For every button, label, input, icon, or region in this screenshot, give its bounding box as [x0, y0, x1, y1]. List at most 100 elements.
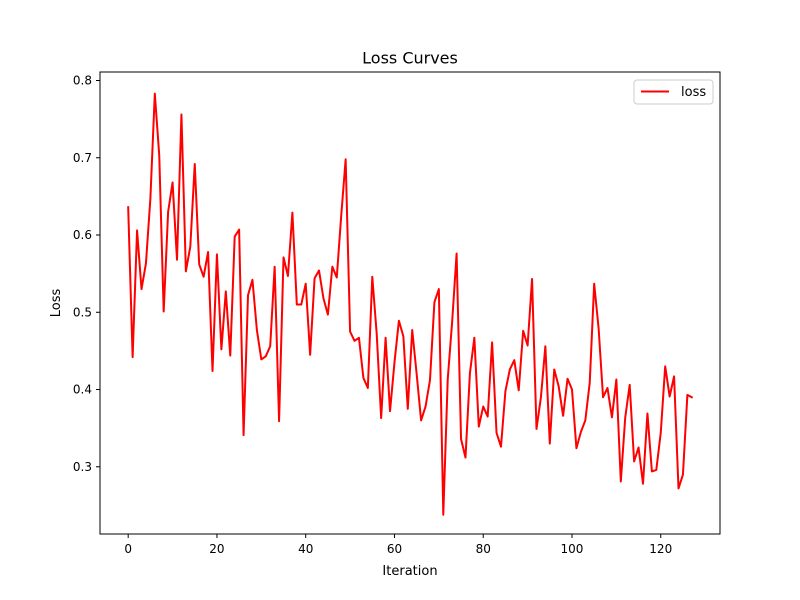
- y-tick-label: 0.4: [73, 383, 92, 397]
- loss-point: [180, 113, 183, 116]
- loss-point: [274, 266, 276, 268]
- legend-label-loss: loss: [681, 85, 706, 100]
- loss-point: [540, 396, 542, 398]
- loss-point: [238, 229, 240, 231]
- x-tick-label: 60: [387, 542, 402, 556]
- loss-point: [194, 163, 196, 165]
- x-tick-label: 80: [476, 542, 491, 556]
- loss-point: [225, 290, 227, 293]
- loss-point: [411, 329, 413, 331]
- loss-point: [433, 301, 436, 303]
- loss-point: [345, 158, 347, 160]
- loss-point: [602, 396, 604, 398]
- loss-point: [509, 368, 511, 371]
- loss-point: [127, 206, 129, 208]
- loss-point: [132, 356, 134, 358]
- loss-point: [318, 269, 320, 272]
- loss-point: [362, 377, 364, 379]
- loss-point: [278, 420, 280, 422]
- y-axis-label: Loss: [49, 289, 64, 318]
- loss-point: [646, 412, 649, 415]
- loss-point: [686, 394, 688, 396]
- y-tick-label: 0.5: [73, 305, 92, 319]
- loss-point: [504, 390, 507, 392]
- loss-point: [402, 335, 404, 337]
- loss-point: [340, 215, 342, 217]
- loss-point: [136, 229, 138, 231]
- x-tick-label: 20: [209, 542, 224, 556]
- loss-point: [198, 263, 200, 265]
- loss-point: [176, 259, 178, 261]
- loss-point: [407, 408, 409, 410]
- y-tick-label: 0.3: [73, 460, 92, 474]
- loss-point: [669, 395, 671, 398]
- loss-point: [611, 416, 613, 418]
- loss-point: [571, 388, 573, 391]
- loss-point: [660, 432, 662, 434]
- loss-point: [371, 276, 373, 278]
- loss-point: [469, 372, 471, 374]
- y-axis-ticks: 0.3 0.4 0.5 0.6 0.7 0.8: [73, 73, 100, 474]
- loss-point: [682, 473, 684, 476]
- loss-point: [491, 341, 493, 343]
- loss-point: [260, 358, 262, 360]
- loss-point: [615, 378, 617, 381]
- loss-point: [544, 345, 546, 347]
- loss-point: [518, 389, 520, 391]
- loss-point: [584, 419, 586, 422]
- loss-point: [522, 330, 524, 332]
- loss-point: [393, 361, 396, 364]
- loss-point: [442, 514, 444, 516]
- loss-point: [664, 365, 666, 367]
- loss-point: [424, 405, 427, 408]
- loss-point: [211, 370, 214, 372]
- y-tick-label: 0.8: [73, 73, 92, 87]
- loss-point: [220, 348, 222, 350]
- loss-point: [478, 426, 480, 428]
- x-tick-label: 0: [124, 542, 132, 556]
- loss-point: [464, 456, 467, 459]
- loss-point: [438, 288, 440, 290]
- loss-point: [620, 480, 622, 483]
- loss-point: [513, 359, 515, 361]
- loss-point: [216, 253, 218, 255]
- loss-point: [234, 235, 236, 238]
- plot-area: [127, 92, 694, 516]
- loss-point: [429, 379, 431, 381]
- y-tick-label: 0.6: [73, 228, 92, 242]
- loss-point: [282, 256, 285, 259]
- loss-point: [313, 277, 316, 279]
- loss-point: [580, 431, 582, 433]
- loss-point: [549, 443, 551, 445]
- loss-point: [598, 327, 600, 330]
- loss-point: [322, 297, 325, 299]
- loss-point: [566, 378, 569, 380]
- loss-point: [535, 428, 538, 430]
- loss-point: [451, 320, 453, 323]
- loss-point: [495, 432, 498, 434]
- loss-point: [154, 93, 156, 95]
- loss-point: [163, 310, 165, 313]
- loss-point: [300, 303, 302, 306]
- loss-point: [203, 276, 205, 278]
- loss-point: [673, 375, 675, 377]
- loss-point: [384, 337, 387, 339]
- loss-point: [149, 198, 151, 200]
- loss-point: [447, 378, 449, 381]
- loss-point: [376, 333, 378, 335]
- loss-point: [677, 487, 680, 490]
- loss-point: [562, 415, 564, 417]
- loss-point: [651, 470, 653, 473]
- loss-point: [331, 266, 333, 268]
- loss-point: [487, 415, 489, 418]
- loss-point: [398, 320, 400, 322]
- loss-point: [309, 354, 311, 356]
- loss-point: [305, 283, 307, 285]
- loss-point: [185, 270, 187, 272]
- loss-point: [482, 405, 484, 408]
- loss-point: [473, 337, 475, 339]
- x-tick-label: 120: [649, 542, 672, 556]
- loss-point: [171, 181, 174, 184]
- loss-point: [589, 381, 591, 384]
